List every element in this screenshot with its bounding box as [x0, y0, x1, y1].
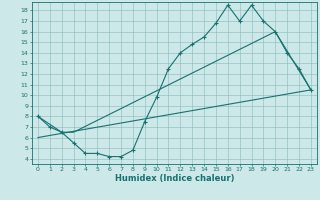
- X-axis label: Humidex (Indice chaleur): Humidex (Indice chaleur): [115, 174, 234, 183]
